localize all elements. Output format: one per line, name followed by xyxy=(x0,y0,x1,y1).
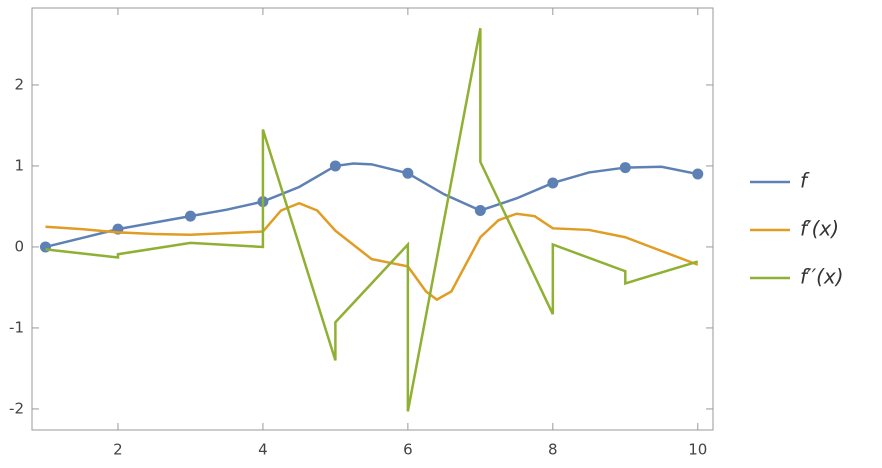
legend-label: f′′(x) xyxy=(800,265,844,289)
legend-label: f xyxy=(800,169,810,193)
x-tick-label: 2 xyxy=(113,441,123,459)
data-point xyxy=(184,210,196,222)
series-line xyxy=(45,162,699,249)
x-tick-label: 4 xyxy=(258,441,268,459)
data-point xyxy=(329,160,341,172)
x-tick-label: 8 xyxy=(548,441,558,459)
y-tick-label: 0 xyxy=(14,237,24,255)
data-point xyxy=(402,167,414,179)
y-tick-label: 2 xyxy=(14,75,24,93)
data-point xyxy=(692,168,704,180)
data-point xyxy=(547,177,559,189)
series-line xyxy=(45,28,699,412)
legend-label: f′(x) xyxy=(800,217,839,241)
y-tick-label: 1 xyxy=(14,156,24,174)
x-tick-label: 10 xyxy=(688,441,707,459)
x-tick-label: 6 xyxy=(403,441,413,459)
data-point xyxy=(619,162,631,174)
y-tick-label: -2 xyxy=(9,399,24,417)
plot-frame xyxy=(31,7,714,431)
data-point xyxy=(474,204,486,216)
y-tick-label: -1 xyxy=(9,318,24,336)
